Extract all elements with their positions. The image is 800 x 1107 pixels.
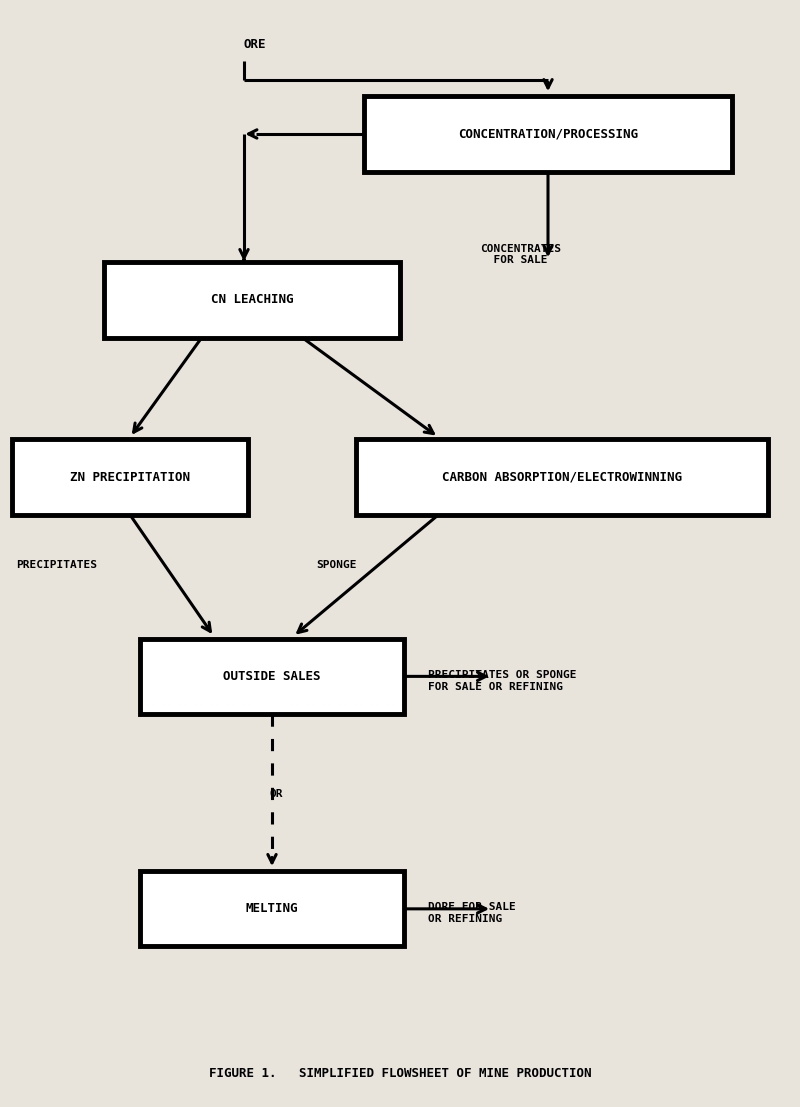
Text: MELTING: MELTING (246, 902, 298, 915)
Text: CONCENTRATES
  FOR SALE: CONCENTRATES FOR SALE (480, 244, 561, 266)
Bar (12, 439, 248, 515)
Text: OUTSIDE SALES: OUTSIDE SALES (223, 670, 321, 683)
Bar (364, 96, 732, 172)
Text: ORE: ORE (244, 38, 266, 51)
Text: PRECIPITATES OR SPONGE
FOR SALE OR REFINING: PRECIPITATES OR SPONGE FOR SALE OR REFIN… (428, 670, 577, 692)
Text: ZN PRECIPITATION: ZN PRECIPITATION (70, 470, 190, 484)
Bar (140, 871, 404, 946)
Bar (356, 439, 768, 515)
Text: FIGURE 1.   SIMPLIFIED FLOWSHEET OF MINE PRODUCTION: FIGURE 1. SIMPLIFIED FLOWSHEET OF MINE P… (209, 1067, 591, 1080)
Text: CN LEACHING: CN LEACHING (210, 293, 294, 307)
Text: DORE FOR SALE
OR REFINING: DORE FOR SALE OR REFINING (428, 902, 516, 924)
Bar (104, 262, 400, 338)
Text: CARBON ABSORPTION/ELECTROWINNING: CARBON ABSORPTION/ELECTROWINNING (442, 470, 682, 484)
Text: CONCENTRATION/PROCESSING: CONCENTRATION/PROCESSING (458, 127, 638, 141)
Text: SPONGE: SPONGE (316, 559, 357, 570)
Text: OR: OR (270, 788, 282, 799)
Text: PRECIPITATES: PRECIPITATES (16, 559, 97, 570)
Bar (140, 639, 404, 714)
